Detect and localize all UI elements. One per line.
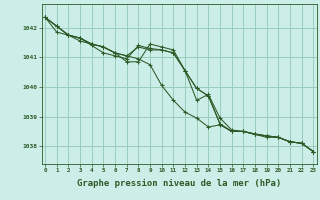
X-axis label: Graphe pression niveau de la mer (hPa): Graphe pression niveau de la mer (hPa) bbox=[77, 179, 281, 188]
